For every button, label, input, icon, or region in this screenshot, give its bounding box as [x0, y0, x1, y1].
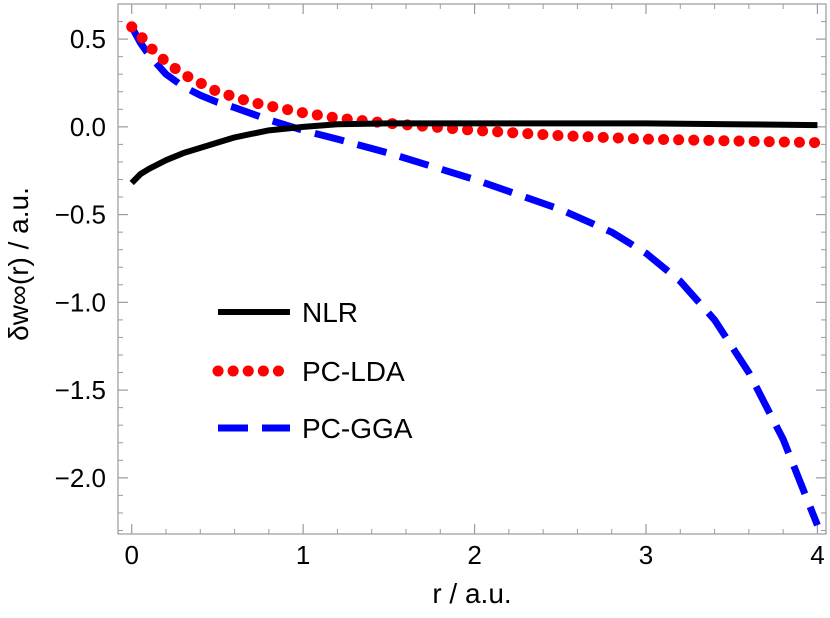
y-tick-label: 0.5 — [70, 24, 106, 54]
legend-label: NLR — [302, 297, 358, 328]
legend-label: PC-GGA — [302, 413, 413, 444]
x-tick-label: 3 — [639, 540, 653, 570]
axis-ticks: 0 1 2 3 4 0.5 0.0 −0.5 −1.0 −1.5 −2.0 — [55, 4, 826, 570]
series-line-pc-gga — [128, 25, 821, 527]
y-tick-label: 0.0 — [70, 112, 106, 142]
series-line-nlr — [129, 120, 818, 186]
y-tick-label: −2.0 — [55, 463, 106, 493]
y-tick-label: −1.5 — [55, 375, 106, 405]
y-tick-label: −0.5 — [55, 200, 106, 230]
series-group — [126, 21, 823, 527]
series-line-pc-lda — [126, 21, 823, 149]
x-tick-label: 4 — [810, 540, 824, 570]
y-tick-label: −1.0 — [55, 287, 106, 317]
y-axis-label: δw∞(r) / a.u. — [3, 187, 34, 341]
x-tick-label: 1 — [296, 540, 310, 570]
plot-frame — [117, 3, 827, 535]
axis-labels: r / a.u. δw∞(r) / a.u. — [3, 187, 512, 609]
legend: NLR PC-LDA PC-GGA — [212, 297, 413, 444]
x-tick-label: 0 — [124, 540, 138, 570]
x-tick-label: 2 — [467, 540, 481, 570]
plot-border — [117, 3, 827, 535]
legend-label: PC-LDA — [302, 356, 405, 387]
x-axis-label: r / a.u. — [432, 578, 511, 609]
